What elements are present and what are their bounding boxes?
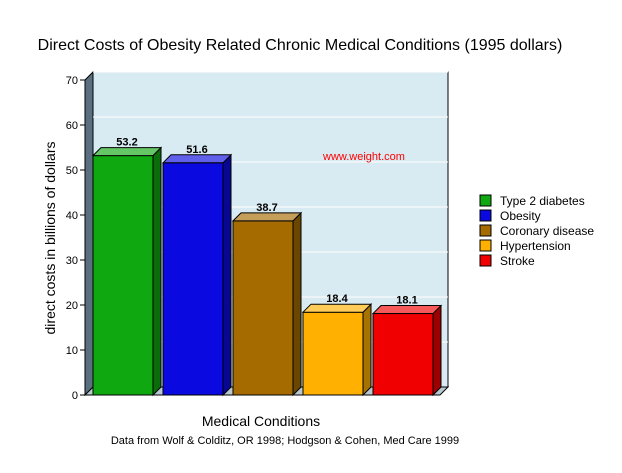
bar-top <box>91 147 163 157</box>
legend-item: Coronary disease <box>479 224 594 238</box>
y-tick-label: 30 <box>66 255 78 267</box>
bar <box>371 304 443 397</box>
bar-front <box>92 155 154 396</box>
y-tick-label: 40 <box>66 210 78 222</box>
bar <box>231 211 303 397</box>
legend-label: Hypertension <box>500 239 571 253</box>
chart-title: Direct Costs of Obesity Related Chronic … <box>38 37 563 54</box>
y-tick-label: 60 <box>66 120 78 132</box>
y-tick-label: 50 <box>66 165 78 177</box>
bar-side <box>362 302 372 397</box>
bar-side <box>432 304 442 397</box>
legend-label: Coronary disease <box>500 224 594 238</box>
legend-item: Type 2 diabetes <box>479 194 585 208</box>
y-tick-label: 10 <box>66 345 78 357</box>
y-tick-label: 20 <box>66 300 78 312</box>
bar <box>301 302 373 397</box>
legend-item: Obesity <box>479 209 541 223</box>
bar-front <box>372 313 434 396</box>
bar-front <box>162 162 224 396</box>
bar-top <box>371 305 443 315</box>
source-note: Data from Wolf & Colditz, OR 1998; Hodgs… <box>111 435 459 447</box>
bar-front <box>232 220 294 396</box>
y-tick-label: 70 <box>66 75 78 87</box>
y-axis-label: direct costs in billions of dollars <box>42 142 58 335</box>
bars <box>91 146 443 397</box>
bar-top <box>301 303 373 313</box>
legend-swatch <box>479 239 492 252</box>
value-labels: 53.2 51.6 38.7 18.4 18.1 <box>116 137 417 307</box>
bar-top <box>161 154 233 164</box>
bar-side <box>152 146 162 397</box>
y-axis-ticks: 0 10 20 30 40 50 60 70 <box>66 75 85 402</box>
bar-value-label: 18.4 <box>326 293 348 305</box>
bar <box>91 146 163 397</box>
legend-swatch <box>479 209 492 222</box>
plot-left-wall <box>84 70 94 397</box>
y-tick-label: 0 <box>72 390 78 402</box>
bar-value-label: 38.7 <box>256 202 277 214</box>
legend-item: Hypertension <box>479 239 571 253</box>
bar <box>161 153 233 397</box>
legend-label: Type 2 diabetes <box>500 194 585 208</box>
bar-side <box>222 153 232 397</box>
legend-label: Obesity <box>500 209 541 223</box>
x-axis-label: Medical Conditions <box>202 413 320 429</box>
bar-top <box>231 212 303 222</box>
bar-side <box>292 211 302 397</box>
annotation-text: www.weight.com <box>322 151 405 163</box>
legend-item: Stroke <box>479 254 535 268</box>
bar-value-label: 53.2 <box>116 137 137 149</box>
legend-swatch <box>479 224 492 237</box>
bar-value-label: 51.6 <box>186 144 207 156</box>
legend-swatch <box>479 254 492 267</box>
legend-swatch <box>479 194 492 207</box>
bar-value-label: 18.1 <box>396 295 417 307</box>
legend-label: Stroke <box>500 254 535 268</box>
bar-front <box>302 311 364 396</box>
